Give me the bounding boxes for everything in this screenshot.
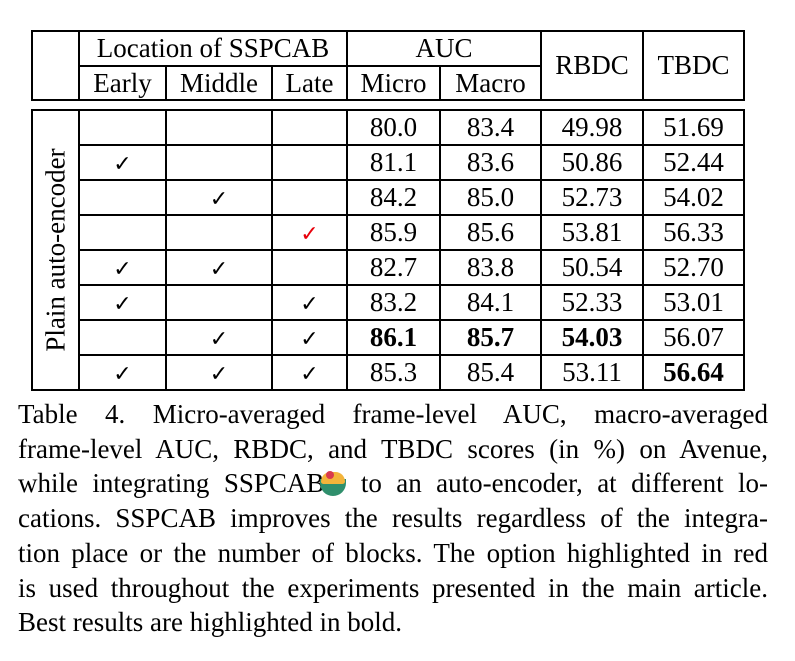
early-cell: ✓ xyxy=(78,144,167,181)
table-row: ✓ 84.2 85.0 52.73 54.02 xyxy=(32,179,745,216)
early-cell xyxy=(78,109,167,146)
caption-line: while integrating SSPCAB to an auto-enco… xyxy=(18,468,769,499)
macro-cell: 83.6 xyxy=(439,144,542,181)
rbdc-header: RBDC xyxy=(540,30,644,101)
early-cell xyxy=(78,319,167,356)
check-icon: ✓ xyxy=(209,362,229,387)
side-label: Plain auto-encoder xyxy=(40,148,70,352)
micro-cell-best: 86.1 xyxy=(346,319,441,356)
tbdc-header: TBDC xyxy=(642,30,745,101)
early-header: Early xyxy=(78,65,167,101)
early-cell: ✓ xyxy=(78,354,167,391)
late-header: Late xyxy=(271,65,348,101)
table-caption: Table 4. Micro-averaged frame-level AUC,… xyxy=(18,397,768,640)
rbdc-cell: 49.98 xyxy=(540,109,644,146)
middle-cell: ✓ xyxy=(165,249,273,286)
micro-cell: 83.2 xyxy=(346,284,441,321)
micro-cell: 85.9 xyxy=(346,214,441,251)
caption-line: is used throughout the experiments prese… xyxy=(18,572,768,603)
late-cell: ✓ xyxy=(271,319,348,356)
check-icon: ✓ xyxy=(113,257,132,282)
results-table-body: Plain auto-encoder 80.0 83.4 49.98 51.69… xyxy=(31,109,745,391)
check-icon: ✓ xyxy=(209,327,229,352)
early-cell xyxy=(78,179,167,216)
rbdc-cell-best: 54.03 xyxy=(540,319,644,356)
rbdc-cell: 50.86 xyxy=(540,144,644,181)
table-row: ✓ ✓ ✓ 85.3 85.4 53.11 56.64 xyxy=(32,354,745,391)
check-icon: ✓ xyxy=(113,292,132,317)
early-cell: ✓ xyxy=(78,249,167,286)
middle-cell xyxy=(165,144,273,181)
table-row: Plain auto-encoder 80.0 83.4 49.98 51.69 xyxy=(31,109,745,391)
check-icon: ✓ xyxy=(300,292,319,317)
middle-cell xyxy=(165,109,273,146)
late-cell xyxy=(271,249,348,286)
check-icon: ✓ xyxy=(209,257,229,282)
table-row-highlighted: ✓ 85.9 85.6 53.81 56.33 xyxy=(32,214,745,251)
table-row: ✓ ✓ 86.1 85.7 54.03 56.07 xyxy=(32,319,745,356)
check-icon: ✓ xyxy=(113,362,132,387)
late-cell: ✓ xyxy=(271,214,348,251)
middle-cell xyxy=(165,284,273,321)
middle-header: Middle xyxy=(165,65,273,101)
table-row: ✓ ✓ 82.7 83.8 50.54 52.70 xyxy=(32,249,745,286)
caption-line: Table 4. Micro-averaged frame-level AUC,… xyxy=(18,399,768,429)
micro-cell: 82.7 xyxy=(346,249,441,286)
macro-header: Macro xyxy=(439,65,542,101)
red-check-icon: ✓ xyxy=(300,222,319,247)
caption-line: Best results are highlighted in bold. xyxy=(18,607,402,638)
late-cell xyxy=(271,109,348,146)
rbdc-cell: 53.11 xyxy=(540,354,644,391)
rbdc-cell: 53.81 xyxy=(540,214,644,251)
late-cell xyxy=(271,144,348,181)
macro-cell: 83.4 xyxy=(439,109,542,146)
tbdc-cell: 52.44 xyxy=(642,144,745,181)
macro-cell: 83.8 xyxy=(439,249,542,286)
middle-cell: ✓ xyxy=(165,319,273,356)
tbdc-cell: 52.70 xyxy=(642,249,745,286)
micro-cell: 80.0 xyxy=(346,109,441,146)
location-group-header: Location of SSPCAB xyxy=(78,30,348,67)
results-table-header: Location of SSPCAB AUC RBDC TBDC Early M… xyxy=(31,30,745,101)
check-icon: ✓ xyxy=(300,327,319,352)
check-icon: ✓ xyxy=(113,152,132,177)
middle-cell: ✓ xyxy=(165,354,273,391)
early-cell: ✓ xyxy=(78,284,167,321)
tbdc-cell: 53.01 xyxy=(642,284,745,321)
tbdc-cell: 56.33 xyxy=(642,214,745,251)
table-row: ✓ 81.1 83.6 50.86 52.44 xyxy=(32,144,745,181)
tbdc-cell: 51.69 xyxy=(642,109,745,146)
micro-cell: 81.1 xyxy=(346,144,441,181)
macro-cell: 85.4 xyxy=(439,354,542,391)
auc-group-header: AUC xyxy=(346,30,542,67)
micro-cell: 84.2 xyxy=(346,179,441,216)
middle-cell: ✓ xyxy=(165,179,273,216)
late-cell: ✓ xyxy=(271,284,348,321)
caption-line: frame-level AUC, RBDC, and TBDC scores (… xyxy=(18,433,768,464)
middle-cell xyxy=(165,214,273,251)
rbdc-cell: 52.33 xyxy=(540,284,644,321)
macro-cell-best: 85.7 xyxy=(439,319,542,356)
late-cell: ✓ xyxy=(271,354,348,391)
side-label-cell: Plain auto-encoder xyxy=(31,109,80,391)
caption-line: tion place or the number of blocks. The … xyxy=(18,537,768,568)
micro-header: Micro xyxy=(346,65,441,101)
macro-cell: 84.1 xyxy=(439,284,542,321)
caption-line: cations. SSPCAB improves the results reg… xyxy=(18,503,768,534)
table-row: ✓ ✓ 83.2 84.1 52.33 53.01 xyxy=(32,284,745,321)
macro-cell: 85.0 xyxy=(439,179,542,216)
tbdc-cell: 56.07 xyxy=(642,319,745,356)
tbdc-cell: 54.02 xyxy=(642,179,745,216)
check-icon: ✓ xyxy=(209,187,229,212)
tbdc-cell-best: 56.64 xyxy=(642,354,745,391)
rbdc-cell: 52.73 xyxy=(540,179,644,216)
bowl-emoji-icon xyxy=(318,470,348,497)
check-icon: ✓ xyxy=(300,362,319,387)
early-cell xyxy=(78,214,167,251)
micro-cell: 85.3 xyxy=(346,354,441,391)
rbdc-cell: 50.54 xyxy=(540,249,644,286)
header-corner-cell xyxy=(31,30,80,101)
macro-cell: 85.6 xyxy=(439,214,542,251)
late-cell xyxy=(271,179,348,216)
